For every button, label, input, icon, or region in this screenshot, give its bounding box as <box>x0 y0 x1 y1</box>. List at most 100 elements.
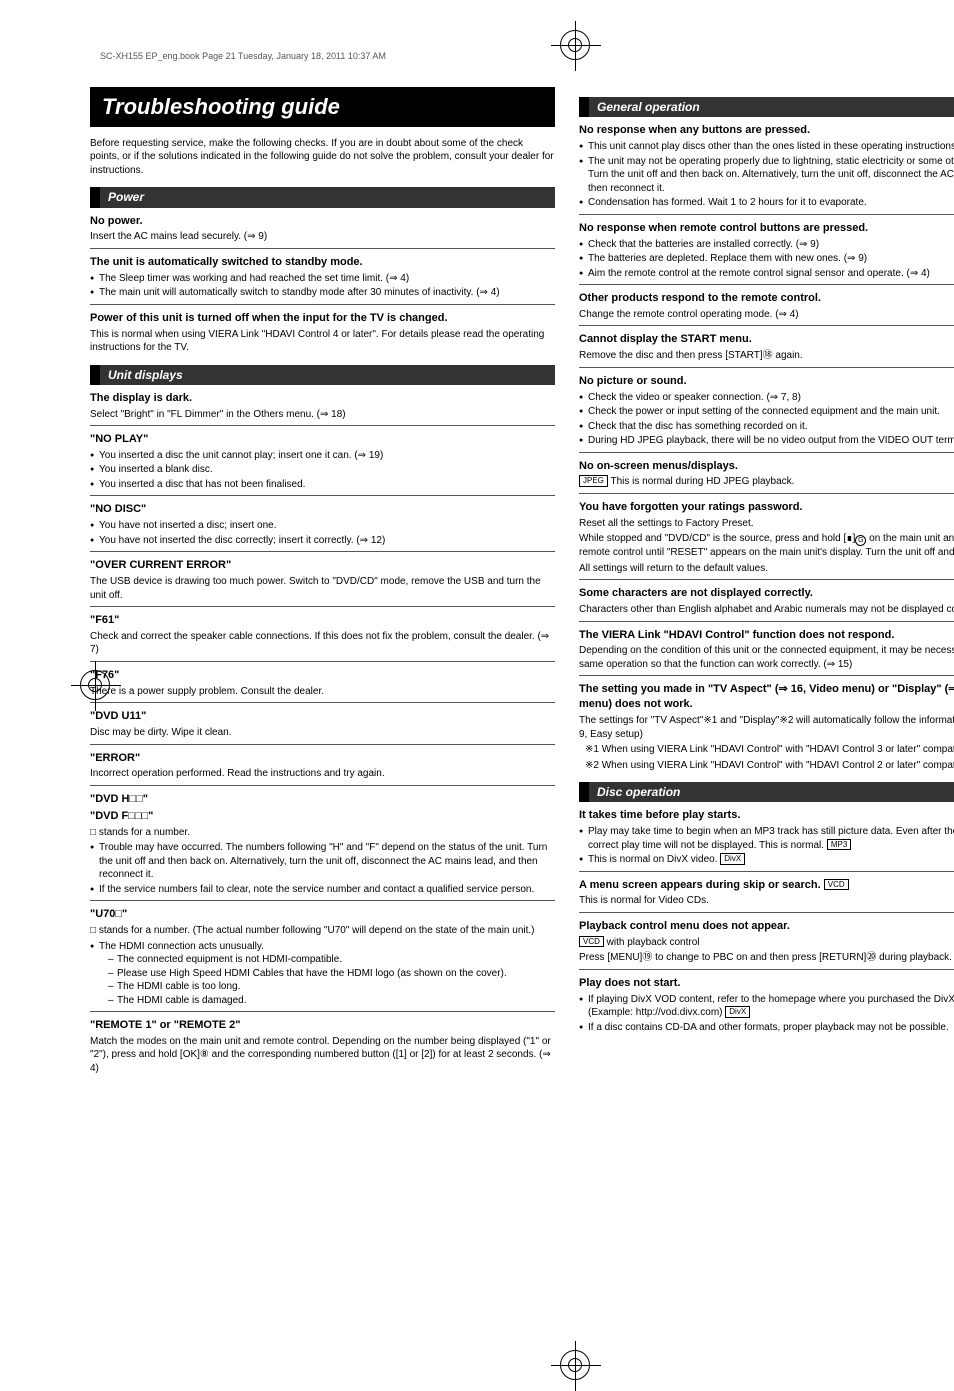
text: Play may take time to begin when an MP3 … <box>588 826 954 851</box>
li: You inserted a blank disc. <box>90 463 555 477</box>
li: You inserted a disc that has not been fi… <box>90 478 555 492</box>
body: The settings for "TV Aspect"※1 and "Disp… <box>579 714 954 741</box>
section-unit-displays: Unit displays <box>90 365 555 385</box>
sublist: The connected equipment is not HDMI-comp… <box>99 953 555 1007</box>
list: Play may take time to begin when an MP3 … <box>579 825 954 867</box>
topic-tv-aspect: The setting you made in "TV Aspect" (⇒ 1… <box>579 682 954 712</box>
li: The Sleep timer was working and had reac… <box>90 272 555 286</box>
topic-no-disc: "NO DISC" <box>90 502 555 517</box>
li: You inserted a disc the unit cannot play… <box>90 449 555 463</box>
topic-u11: "DVD U11" <box>90 709 555 724</box>
text: This is normal on DivX video. <box>588 854 720 865</box>
left-column: Troubleshooting guide Before requesting … <box>90 87 555 1077</box>
li: The HDMI connection acts unusually. The … <box>90 940 555 1008</box>
body: Reset all the settings to Factory Preset… <box>579 517 954 531</box>
topic-tv-input: Power of this unit is turned off when th… <box>90 311 555 326</box>
vcd-tag: VCD <box>824 879 849 891</box>
list: You inserted a disc the unit cannot play… <box>90 449 555 492</box>
topic-viera: The VIERA Link "HDAVI Control" function … <box>579 628 954 643</box>
main-title: Troubleshooting guide <box>90 87 555 127</box>
li: Check that the batteries are installed c… <box>579 238 954 252</box>
topic-f61: "F61" <box>90 613 555 628</box>
topic-dark-display: The display is dark. <box>90 391 555 406</box>
li: Condensation has formed. Wait 1 to 2 hou… <box>579 196 954 210</box>
li: The HDMI cable is too long. <box>108 980 555 994</box>
divx-tag: DivX <box>720 853 745 865</box>
li: Please use High Speed HDMI Cables that h… <box>108 967 555 981</box>
right-column: General operation No response when any b… <box>579 87 954 1077</box>
topic-pbc: Playback control menu does not appear. <box>579 919 954 934</box>
li: The main unit will automatically switch … <box>90 286 555 300</box>
topic-no-power: No power. <box>90 214 555 229</box>
note2: ※2 When using VIERA Link "HDAVI Control"… <box>579 759 954 773</box>
section-power: Power <box>90 187 555 207</box>
topic-other-products: Other products respond to the remote con… <box>579 291 954 306</box>
divx-tag: DivX <box>725 1006 750 1018</box>
body: Change the remote control operating mode… <box>579 308 954 322</box>
topic-slow-start: It takes time before play starts. <box>579 808 954 823</box>
text: A menu screen appears during skip or sea… <box>579 879 824 891</box>
list: Check the video or speaker connection. (… <box>579 391 954 448</box>
section-disc-op: Disc operation <box>579 782 954 802</box>
list: This unit cannot play discs other than t… <box>579 140 954 210</box>
li: The connected equipment is not HDMI-comp… <box>108 953 555 967</box>
topic-dvd-h: "DVD H□□" <box>90 792 555 807</box>
topic-over-current: "OVER CURRENT ERROR" <box>90 558 555 573</box>
button-ref-icon: G <box>855 535 866 546</box>
body: While stopped and "DVD/CD" is the source… <box>579 532 954 560</box>
topic-bad-chars: Some characters are not displayed correc… <box>579 586 954 601</box>
text: with playback control <box>604 937 700 948</box>
text: This is normal during HD JPEG playback. <box>608 476 795 487</box>
topic-ratings-pw: You have forgotten your ratings password… <box>579 500 954 515</box>
list-standby: The Sleep timer was working and had reac… <box>90 272 555 300</box>
li: During HD JPEG playback, there will be n… <box>579 434 954 448</box>
intro-text: Before requesting service, make the foll… <box>90 137 555 178</box>
note1: ※1 When using VIERA Link "HDAVI Control"… <box>579 743 954 757</box>
list: Check that the batteries are installed c… <box>579 238 954 281</box>
topic-dvd-f: "DVD F□□□" <box>90 809 555 824</box>
body: □ stands for a number. <box>90 826 555 840</box>
body: This is normal for Video CDs. <box>579 894 954 908</box>
topic-u70: "U70□" <box>90 907 555 922</box>
body: The USB device is drawing too much power… <box>90 575 555 602</box>
body: Match the modes on the main unit and rem… <box>90 1035 555 1076</box>
topic-no-osd: No on-screen menus/displays. <box>579 459 954 474</box>
vcd-tag: VCD <box>579 936 604 948</box>
section-general-op: General operation <box>579 97 954 117</box>
text: While stopped and "DVD/CD" is the source… <box>579 533 855 544</box>
topic-no-play: "NO PLAY" <box>90 432 555 447</box>
topic-no-picture: No picture or sound. <box>579 374 954 389</box>
li: Check the video or speaker connection. (… <box>579 391 954 405</box>
li: If playing DivX VOD content, refer to th… <box>579 993 954 1020</box>
li: The unit may not be operating properly d… <box>579 155 954 196</box>
li: You have not inserted a disc; insert one… <box>90 519 555 533</box>
body: Remove the disc and then press [START]⑱ … <box>579 349 954 363</box>
body: Press [MENU]⑲ to change to PBC on and th… <box>579 951 954 965</box>
li: Trouble may have occurred. The numbers f… <box>90 841 555 882</box>
jpeg-tag: JPEG <box>579 475 608 487</box>
mp3-tag: MP3 <box>827 839 851 851</box>
page-header: SC-XH155 EP_eng.book Page 21 Tuesday, Ja… <box>90 50 954 62</box>
list: If playing DivX VOD content, refer to th… <box>579 993 954 1035</box>
body: □ stands for a number. (The actual numbe… <box>90 924 555 938</box>
list: Trouble may have occurred. The numbers f… <box>90 841 555 896</box>
body: There is a power supply problem. Consult… <box>90 685 555 699</box>
topic-no-play-start: Play does not start. <box>579 976 954 991</box>
li: Check the power or input setting of the … <box>579 405 954 419</box>
list: The HDMI connection acts unusually. The … <box>90 940 555 1008</box>
body: Disc may be dirty. Wipe it clean. <box>90 726 555 740</box>
topic-remote-no-response: No response when remote control buttons … <box>579 221 954 236</box>
li: If a disc contains CD-DA and other forma… <box>579 1021 954 1035</box>
body-no-power: Insert the AC mains lead securely. (⇒ 9) <box>90 230 555 244</box>
topic-f76: "F76" <box>90 668 555 683</box>
text: The HDMI connection acts unusually. <box>99 941 264 952</box>
topic-menu-skip: A menu screen appears during skip or sea… <box>579 878 954 893</box>
body: JPEG This is normal during HD JPEG playb… <box>579 475 954 489</box>
topic-no-response: No response when any buttons are pressed… <box>579 123 954 138</box>
body: Check and correct the speaker cable conn… <box>90 630 555 657</box>
li: This is normal on DivX video. DivX <box>579 853 954 867</box>
li: This unit cannot play discs other than t… <box>579 140 954 154</box>
li: Check that the disc has something record… <box>579 420 954 434</box>
li: The batteries are depleted. Replace them… <box>579 252 954 266</box>
li: You have not inserted the disc correctly… <box>90 534 555 548</box>
